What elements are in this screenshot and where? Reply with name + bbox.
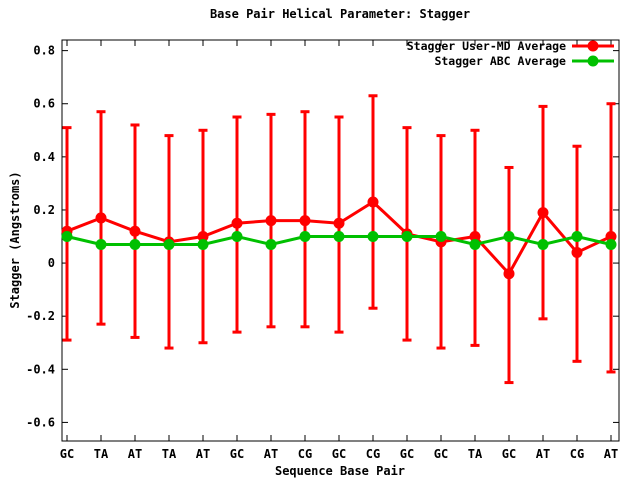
data-point-abc	[401, 231, 413, 243]
data-point-abc	[197, 238, 209, 250]
x-axis-label: Sequence Base Pair	[275, 464, 405, 478]
y-tick-label: 0.2	[33, 203, 55, 217]
data-point-user-md	[231, 217, 243, 229]
data-point-user-md	[469, 231, 481, 243]
x-tick-label: CG	[366, 447, 380, 461]
legend-sample-marker-user-md	[587, 40, 599, 52]
data-point-abc	[61, 231, 73, 243]
legend-label-abc: Stagger ABC Average	[434, 54, 566, 68]
x-tick-label: GC	[434, 447, 448, 461]
data-point-abc	[537, 238, 549, 250]
data-point-user-md	[571, 246, 583, 258]
x-tick-label: TA	[468, 447, 483, 461]
y-tick-label: -0.2	[26, 309, 55, 323]
plot-border	[61, 39, 620, 442]
y-tick-label: 0.4	[33, 150, 55, 164]
data-point-abc	[333, 231, 345, 243]
x-tick-label: AT	[196, 447, 210, 461]
data-point-abc	[367, 231, 379, 243]
x-tick-label: AT	[536, 447, 550, 461]
x-tick-label: AT	[128, 447, 142, 461]
x-tick-label: AT	[604, 447, 618, 461]
x-tick-label: TA	[94, 447, 109, 461]
data-point-user-md	[333, 217, 345, 229]
data-point-user-md	[503, 268, 515, 280]
x-tick-label: GC	[332, 447, 346, 461]
series-layer	[61, 94, 617, 385]
data-point-abc	[503, 231, 515, 243]
x-tick-label: CG	[298, 447, 312, 461]
data-point-abc	[571, 231, 583, 243]
y-tick-label: 0.8	[33, 44, 55, 58]
x-tick-label: GC	[400, 447, 414, 461]
x-tick-label: GC	[230, 447, 244, 461]
data-point-abc	[95, 238, 107, 250]
data-point-abc	[231, 231, 243, 243]
data-point-user-md	[129, 225, 141, 237]
x-tick-label: AT	[264, 447, 278, 461]
x-tick-label: GC	[502, 447, 516, 461]
data-point-user-md	[299, 215, 311, 227]
y-tick-label: -0.6	[26, 415, 55, 429]
data-point-user-md	[95, 212, 107, 224]
x-tick-label: TA	[162, 447, 177, 461]
data-point-abc	[435, 231, 447, 243]
data-point-abc	[299, 231, 311, 243]
data-point-user-md	[605, 231, 617, 243]
legend-label-user-md: Stagger User-MD Average	[407, 39, 566, 53]
y-tick-label: 0	[48, 256, 55, 270]
x-tick-label: GC	[60, 447, 74, 461]
data-point-user-md	[197, 231, 209, 243]
legend-sample-marker-abc	[587, 55, 599, 67]
data-point-abc	[163, 238, 175, 250]
ticks-layer: GC TA AT TA AT GC AT CG GC CG GC GC TA GC AT CG AT 0.8 0.6…	[26, 40, 619, 461]
data-point-user-md	[265, 215, 277, 227]
y-tick-label: 0.6	[33, 97, 55, 111]
x-tick-label: CG	[570, 447, 584, 461]
data-point-abc	[129, 238, 141, 250]
y-axis-label: Stagger (Angstroms)	[8, 171, 22, 308]
data-point-abc	[469, 238, 481, 250]
data-point-abc	[605, 238, 617, 250]
data-point-user-md	[537, 207, 549, 219]
y-tick-label: -0.4	[26, 362, 55, 376]
data-point-abc	[265, 238, 277, 250]
data-point-user-md	[367, 196, 379, 208]
legend: Stagger User-MD Average Stagger ABC Aver…	[407, 39, 614, 68]
chart-title: Base Pair Helical Parameter: Stagger	[210, 7, 470, 21]
